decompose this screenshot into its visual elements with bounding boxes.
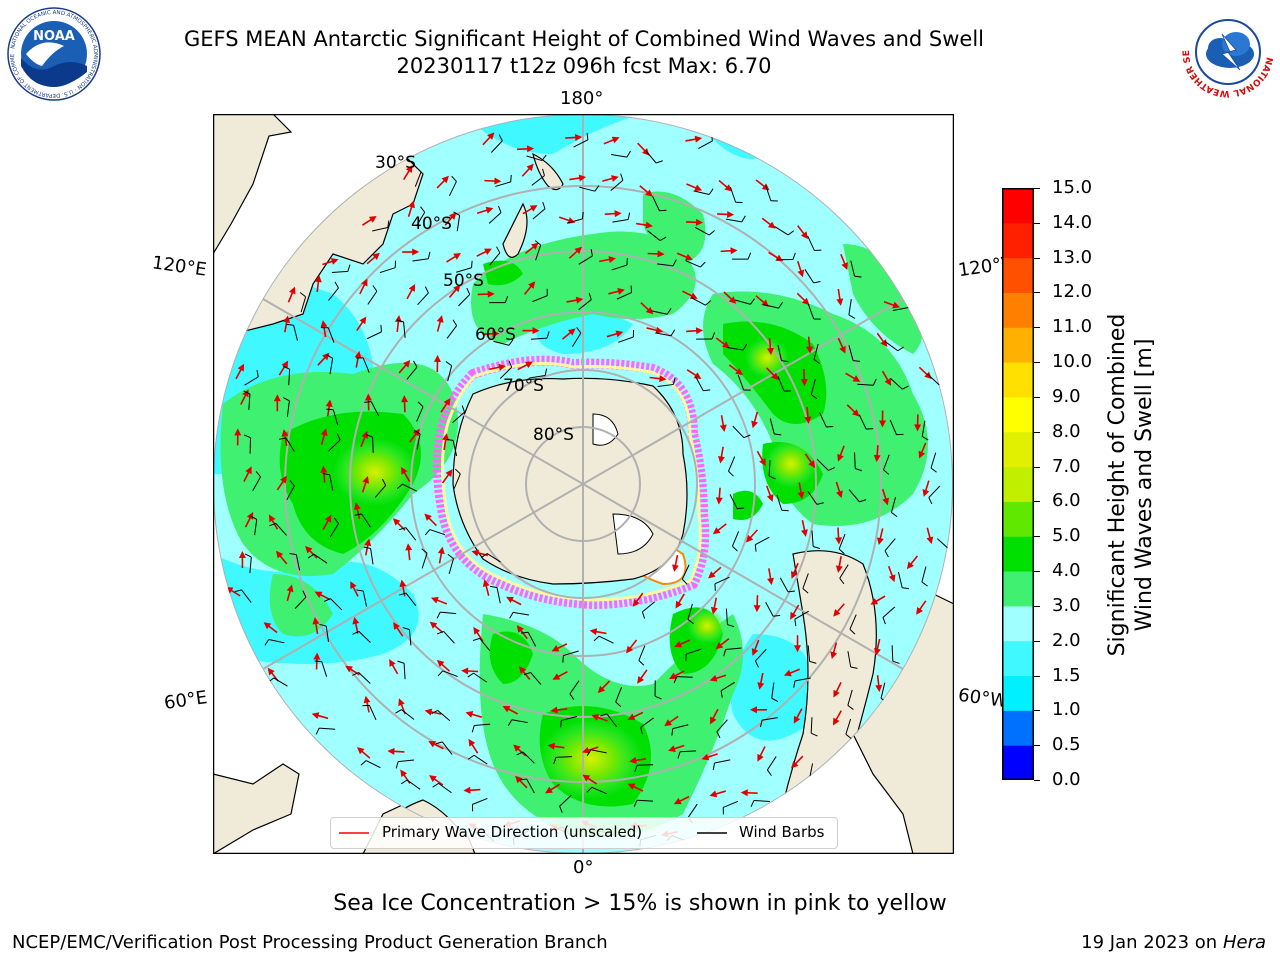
colorbar-tick-mark: [1034, 431, 1040, 433]
lat-label-80s: 80°S: [533, 425, 574, 445]
legend-wave-label: Primary Wave Direction (unscaled): [382, 823, 643, 841]
colorbar-label-line2: Wind Waves and Swell [m]: [1132, 338, 1157, 632]
colorbar-tick-mark: [1034, 745, 1040, 747]
map-legend: Primary Wave Direction (unscaled) Wind B…: [330, 817, 838, 849]
lon-label-60e: 60°E: [162, 687, 209, 714]
colorbar-tick-label: 0.0: [1052, 769, 1081, 790]
colorbar-tick-label: 4.0: [1052, 560, 1081, 582]
colorbar-tick-label: 12.0: [1052, 281, 1093, 303]
colorbar-tick-label: 2.0: [1052, 629, 1081, 651]
colorbar-tick-mark: [1034, 222, 1040, 224]
colorbar-segment: [1002, 396, 1034, 433]
colorbar-segment: [1002, 431, 1034, 468]
lat-label-40s: 40°S: [411, 214, 452, 234]
colorbar-tick-label: 15.0: [1052, 177, 1093, 198]
colorbar-tick-label: 0.5: [1052, 734, 1081, 756]
colorbar-segment: [1002, 640, 1034, 677]
colorbar-segment: [1002, 292, 1034, 328]
colorbar-tick-mark: [1034, 362, 1040, 364]
lat-label-70s: 70°S: [503, 376, 544, 396]
lon-label-180: 180°: [560, 88, 604, 109]
colorbar-tick-label: 14.0: [1052, 211, 1093, 233]
colorbar-tick-label: 11.0: [1052, 316, 1093, 338]
colorbar-segment: [1002, 501, 1034, 537]
wave-arrow-legend-icon: [339, 832, 369, 834]
colorbar-segment: [1002, 188, 1034, 224]
colorbar-tick-mark: [1034, 780, 1040, 781]
colorbar-tick-mark: [1034, 292, 1040, 294]
colorbar-segment: [1002, 675, 1034, 711]
colorbar-segment: [1002, 710, 1034, 746]
lat-label-60s: 60°S: [475, 325, 516, 345]
colorbar-segment: [1002, 536, 1034, 572]
machine-name: Hera: [1222, 932, 1266, 953]
colorbar-tick-label: 8.0: [1052, 420, 1081, 442]
credit-line: NCEP/EMC/Verification Post Processing Pr…: [12, 932, 608, 953]
colorbar-tick-mark: [1034, 640, 1040, 642]
colorbar-segment: [1002, 222, 1034, 259]
wind-barb-legend-icon: [697, 832, 727, 834]
colorbar-tick-label: 9.0: [1052, 385, 1081, 407]
colorbar-tick-mark: [1034, 188, 1040, 189]
lon-label-0: 0°: [573, 857, 594, 878]
colorbar-tick-mark: [1034, 327, 1040, 329]
colorbar-tick-label: 7.0: [1052, 455, 1081, 477]
colorbar-segment: [1002, 362, 1034, 398]
colorbar-tick-label: 1.0: [1052, 699, 1081, 721]
colorbar-segment: [1002, 745, 1034, 780]
date-text: 19 Jan 2023 on: [1081, 932, 1218, 953]
colorbar-tick-label: 5.0: [1052, 525, 1081, 547]
colorbar-tick-label: 6.0: [1052, 490, 1081, 512]
colorbar-tick-mark: [1034, 257, 1040, 259]
colorbar-segment: [1002, 466, 1034, 502]
colorbar-tick-mark: [1034, 501, 1040, 503]
sea-ice-note: Sea Ice Concentration > 15% is shown in …: [333, 891, 947, 916]
colorbar-label-line1: Significant Height of Combined: [1105, 313, 1130, 657]
chart-title: GEFS MEAN Antarctic Significant Height o…: [183, 27, 985, 51]
wind-barbs: [234, 132, 953, 847]
noaa-logo-text: NOAA: [33, 29, 75, 44]
colorbar-tick-label: 10.0: [1052, 351, 1093, 373]
national-weather-service-logo-icon: NATIONAL WEATHER SERVICE: [1178, 2, 1275, 99]
chart-subtitle: 20230117 t12z 096h fcst Max: 6.70: [396, 54, 772, 78]
lat-label-50s: 50°S: [443, 271, 484, 291]
date-stamp: 19 Jan 2023 on Hera: [1081, 932, 1266, 953]
colorbar-tick-mark: [1034, 710, 1040, 712]
colorbar-segment: [1002, 605, 1034, 642]
colorbar-tick-mark: [1034, 571, 1040, 573]
colorbar-tick-label: 3.0: [1052, 594, 1081, 616]
colorbar-tick-mark: [1034, 466, 1040, 468]
legend-wind-label: Wind Barbs: [739, 823, 825, 841]
colorbar-tick-mark: [1034, 396, 1040, 398]
colorbar-tick-mark: [1034, 605, 1040, 607]
colorbar-segment: [1002, 257, 1034, 293]
colorbar-tick-mark: [1034, 675, 1040, 677]
noaa-logo-icon: NOAA NATIONAL OCEANIC AND ATMOSPHERIC AD…: [6, 6, 101, 101]
lon-label-120e: 120°E: [150, 252, 208, 281]
colorbar: [1002, 188, 1034, 780]
lat-label-30s: 30°S: [375, 153, 416, 173]
polar-map: 30°S 40°S 50°S 60°S 70°S 80°S: [213, 114, 954, 854]
colorbar-tick-mark: [1034, 536, 1040, 538]
colorbar-segment: [1002, 327, 1034, 363]
colorbar-label: Significant Height of Combined Wind Wave…: [1104, 305, 1158, 665]
colorbar-tick-label: 13.0: [1052, 246, 1093, 268]
wave-direction-arrows: [225, 132, 934, 838]
colorbar-segment: [1002, 571, 1034, 607]
colorbar-tick-label: 1.5: [1052, 664, 1081, 686]
antarctica: [452, 377, 688, 585]
